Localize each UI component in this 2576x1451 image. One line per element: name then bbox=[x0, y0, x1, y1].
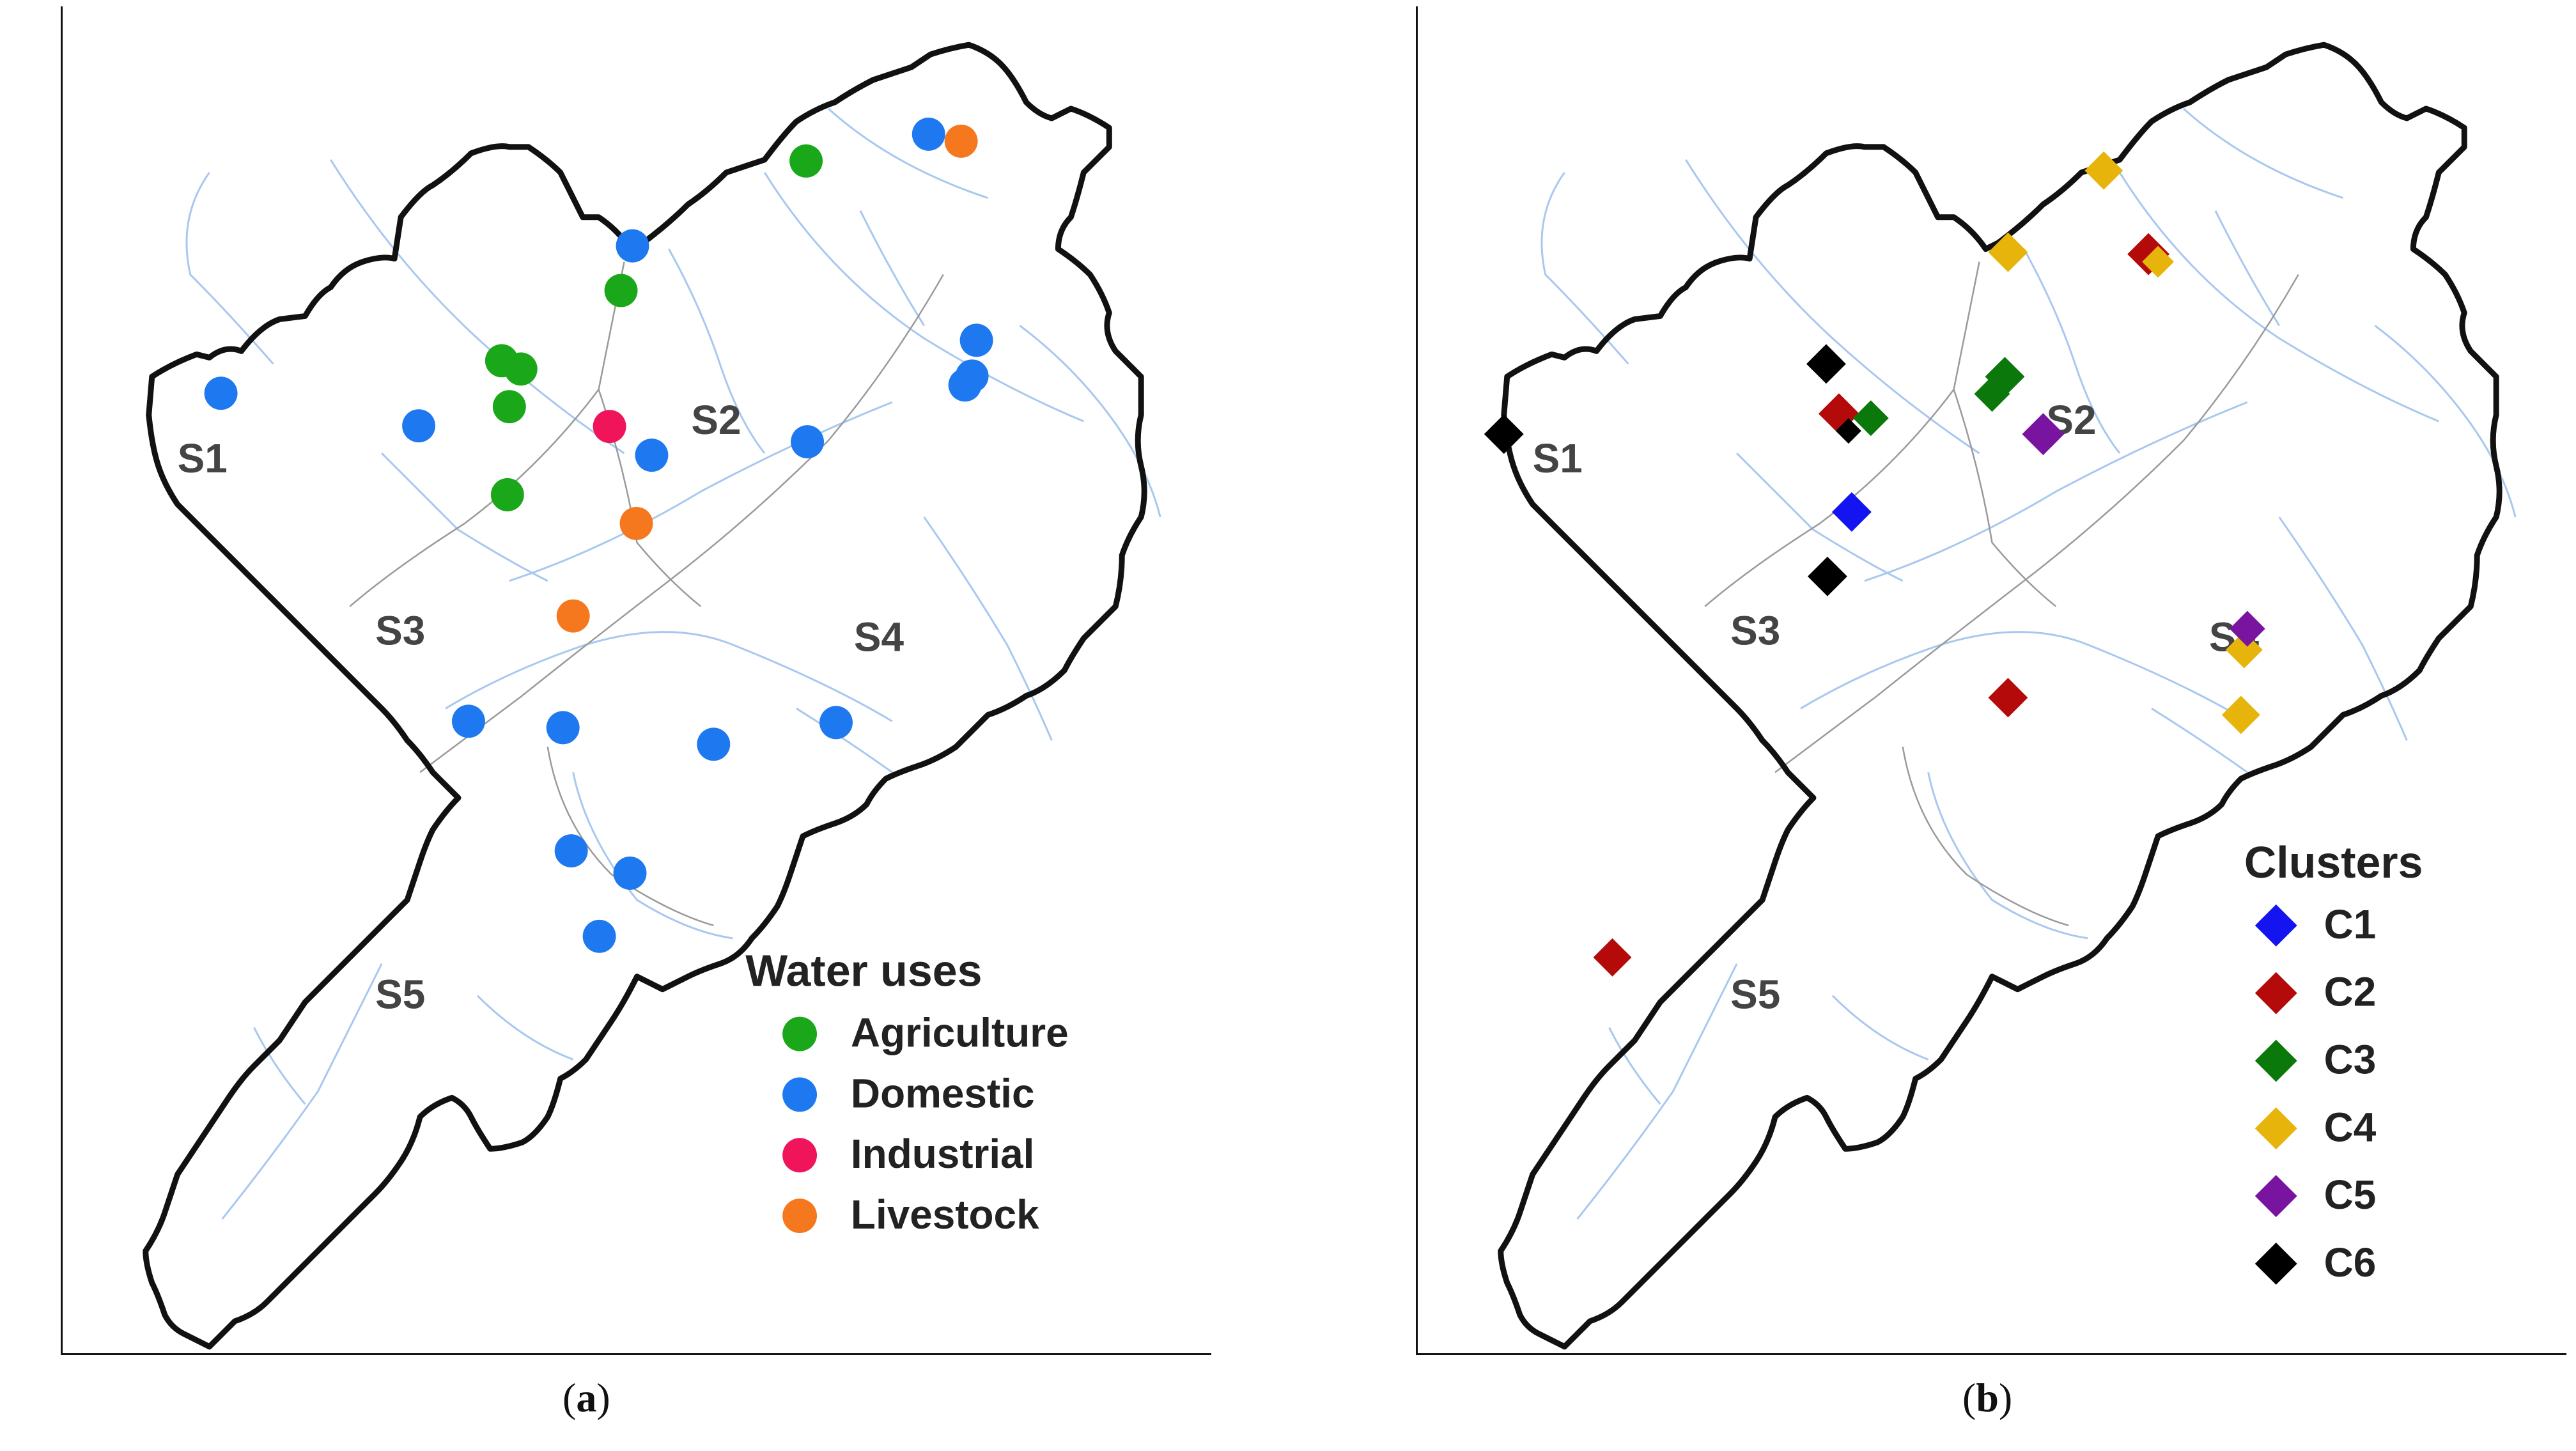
point-agriculture bbox=[789, 144, 823, 178]
map-panel-a: S1 S2 S3 S4 S5 Water uses Agriculture Domestic… bbox=[61, 6, 1211, 1355]
subbasin-a-label-s1: S1 bbox=[178, 435, 228, 481]
point-domestic bbox=[959, 323, 993, 357]
point-livestock bbox=[944, 124, 978, 158]
point-c3 bbox=[1974, 376, 2010, 412]
legend-b-swatch-c3 bbox=[2254, 1039, 2297, 1082]
point-domestic bbox=[616, 229, 649, 263]
legend-b-label-c5: C5 bbox=[2324, 1172, 2377, 1218]
point-c6 bbox=[1835, 418, 1861, 444]
point-agriculture bbox=[504, 352, 538, 386]
point-domestic bbox=[635, 438, 669, 472]
legend-b-label-c1: C1 bbox=[2324, 901, 2377, 947]
subbasin-boundaries-b bbox=[1704, 261, 2299, 927]
caption-a: (a) bbox=[563, 1375, 610, 1420]
point-agriculture bbox=[604, 274, 638, 307]
legend-a-label-industrial: Industrial bbox=[851, 1131, 1034, 1177]
subbasin-b-label-s5: S5 bbox=[1730, 972, 1780, 1018]
point-domestic bbox=[819, 706, 853, 740]
point-c6 bbox=[1806, 344, 1846, 384]
points-a bbox=[204, 117, 993, 953]
legend-b-label-c4: C4 bbox=[2324, 1104, 2377, 1150]
subbasin-labels-a: S1 S2 S3 S4 S5 bbox=[178, 397, 904, 1017]
subbasin-a-label-s4: S4 bbox=[854, 614, 904, 660]
point-domestic bbox=[697, 727, 731, 761]
legend-a-swatch-domestic bbox=[782, 1077, 818, 1112]
legend-a-swatch-agriculture bbox=[782, 1016, 818, 1051]
point-domestic bbox=[582, 919, 616, 953]
legend-a-swatch-industrial bbox=[782, 1138, 818, 1173]
point-c4 bbox=[2084, 151, 2123, 190]
subbasin-b-label-s1: S1 bbox=[1533, 435, 1583, 481]
point-c2 bbox=[1988, 678, 2028, 718]
point-domestic bbox=[402, 409, 436, 443]
point-domestic bbox=[451, 704, 485, 738]
point-domestic bbox=[948, 368, 982, 402]
legend-b: Clusters C1 C2 C3 C4 C5 C6 bbox=[2244, 837, 2423, 1285]
legend-b-label-c3: C3 bbox=[2324, 1036, 2377, 1082]
caption-b-letter: b bbox=[1976, 1375, 1999, 1420]
point-domestic bbox=[791, 425, 825, 459]
legend-b-swatch-c6 bbox=[2254, 1243, 2297, 1285]
rivers-a bbox=[185, 107, 1161, 1220]
point-agriculture bbox=[492, 390, 526, 424]
legend-b-swatch-c4 bbox=[2254, 1107, 2297, 1150]
subbasin-a-label-s3: S3 bbox=[375, 608, 425, 654]
point-livestock bbox=[619, 506, 653, 540]
legend-b-swatch-c2 bbox=[2254, 972, 2297, 1014]
point-c4 bbox=[1988, 232, 2028, 272]
point-c5 bbox=[2022, 413, 2065, 456]
legend-a-swatch-livestock bbox=[782, 1199, 818, 1234]
point-livestock bbox=[556, 599, 590, 633]
subbasin-a-label-s5: S5 bbox=[375, 972, 425, 1018]
point-domestic bbox=[546, 711, 580, 745]
legend-b-swatch-c5 bbox=[2254, 1175, 2297, 1218]
point-c6 bbox=[1807, 556, 1847, 596]
point-c4 bbox=[2225, 631, 2263, 669]
legend-b-title: Clusters bbox=[2244, 837, 2423, 887]
rivers-b bbox=[1540, 107, 2517, 1220]
basin-outline-b bbox=[1498, 42, 2502, 1350]
subbasin-b-label-s3: S3 bbox=[1730, 608, 1780, 654]
point-c5 bbox=[2229, 610, 2265, 647]
legend-a: Water uses Agriculture Domestic Industrial L… bbox=[745, 946, 1068, 1238]
basin-map-a: S1 S2 S3 S4 S5 Water uses Agriculture Domestic… bbox=[143, 42, 1161, 1350]
point-agriculture bbox=[490, 478, 524, 511]
point-c1 bbox=[1831, 492, 1872, 532]
point-domestic bbox=[613, 857, 647, 890]
legend-a-title: Water uses bbox=[745, 946, 982, 996]
point-c6 bbox=[1484, 414, 1524, 454]
point-domestic bbox=[912, 117, 945, 151]
basin-outline-a bbox=[143, 42, 1147, 1350]
legend-b-label-c6: C6 bbox=[2324, 1239, 2377, 1285]
point-c2 bbox=[1593, 938, 1632, 977]
point-domestic bbox=[554, 834, 588, 868]
point-industrial bbox=[593, 410, 626, 444]
caption-a-letter: a bbox=[576, 1375, 597, 1420]
legend-a-label-livestock: Livestock bbox=[851, 1191, 1039, 1238]
legend-b-swatch-c1 bbox=[2254, 904, 2297, 947]
map-panel-b: S1 S2 S3 S4 S5 Clusters C1 C2 C3 C4 C5 C6 bbox=[1416, 6, 2566, 1355]
subbasin-a-label-s2: S2 bbox=[691, 397, 741, 443]
point-domestic bbox=[204, 376, 238, 410]
legend-b-label-c2: C2 bbox=[2324, 969, 2377, 1015]
legend-a-label-agriculture: Agriculture bbox=[851, 1010, 1069, 1056]
legend-a-label-domestic: Domestic bbox=[851, 1070, 1035, 1116]
caption-b: (b) bbox=[1962, 1375, 2013, 1420]
points-b bbox=[1484, 151, 2265, 977]
point-c4 bbox=[2221, 695, 2260, 734]
